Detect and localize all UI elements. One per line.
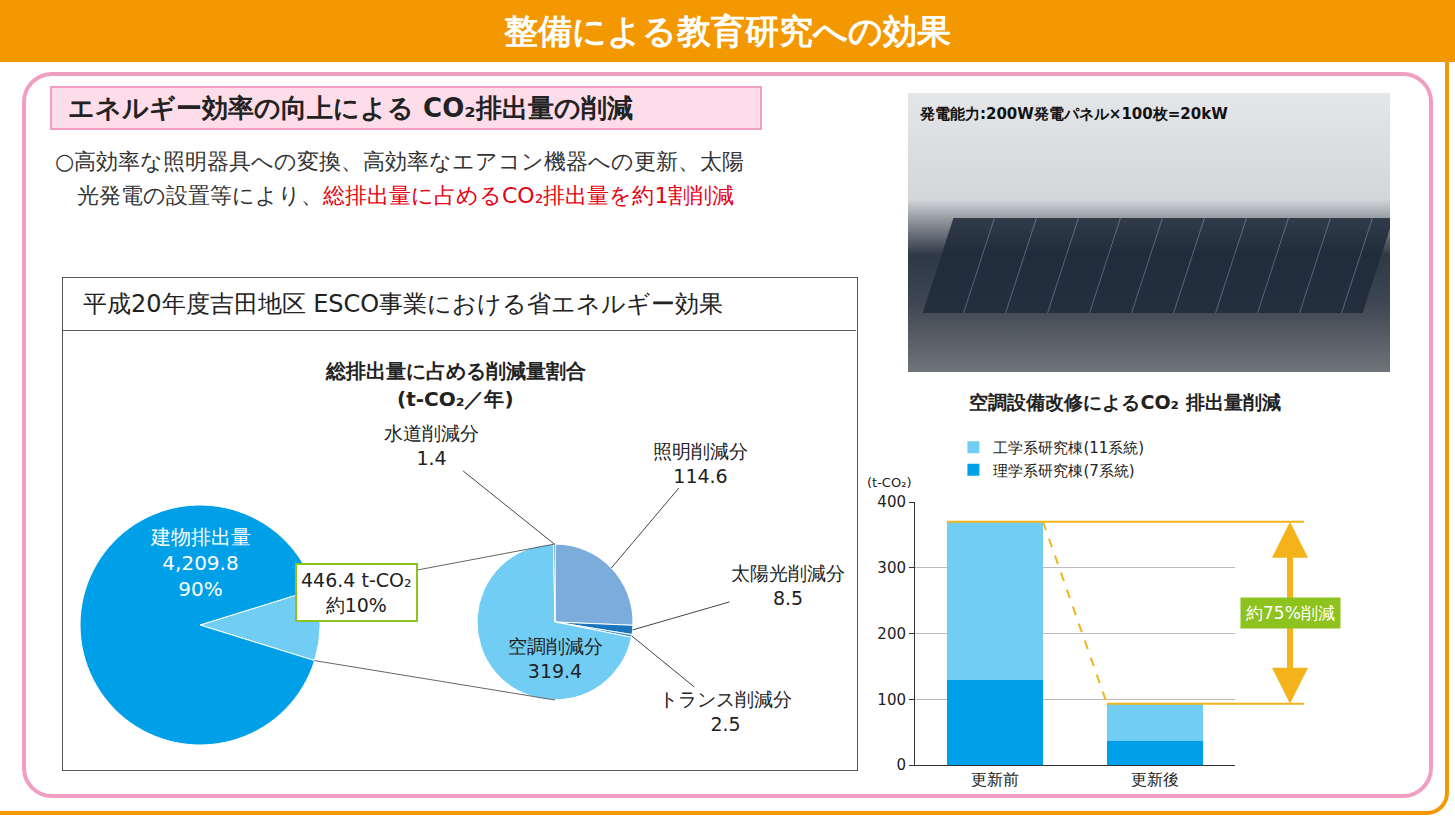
svg-text:太陽光削減分8.5: 太陽光削減分8.5 bbox=[731, 562, 845, 609]
svg-text:理学系研究棟(7系統): 理学系研究棟(7系統) bbox=[993, 462, 1134, 480]
svg-text:工学系研究棟(11系統): 工学系研究棟(11系統) bbox=[993, 439, 1144, 457]
svg-text:総排出量に占める削減量割合: 総排出量に占める削減量割合 bbox=[325, 359, 586, 383]
svg-text:更新後: 更新後 bbox=[1131, 770, 1179, 789]
svg-text:(t-CO₂): (t-CO₂) bbox=[867, 475, 911, 490]
svg-text:トランス削減分2.5: トランス削減分2.5 bbox=[659, 688, 792, 735]
html-text:平成20年度吉田地区 ESCO事業における省エネルギー効果: 平成20年度吉田地区 ESCO事業における省エネルギー効果 bbox=[83, 290, 724, 318]
svg-text:200: 200 bbox=[877, 625, 906, 643]
svg-text:約75%削減: 約75%削減 bbox=[1246, 603, 1335, 623]
html-text:発電能力:200W発電パネル×100枚=20kW: 発電能力:200W発電パネル×100枚=20kW bbox=[920, 105, 1228, 123]
svg-text:更新前: 更新前 bbox=[971, 770, 1019, 789]
svg-text:0: 0 bbox=[896, 756, 906, 774]
svg-text:空調設備改修によるCO₂ 排出量削減: 空調設備改修によるCO₂ 排出量削減 bbox=[969, 391, 1280, 413]
html-text:エネルギー効率の向上による CO₂排出量の削減: エネルギー効率の向上による CO₂排出量の削減 bbox=[68, 93, 633, 123]
html-text:整備による教育研究への効果: 整備による教育研究への効果 bbox=[504, 11, 951, 51]
svg-text:空調削減分319.4: 空調削減分319.4 bbox=[508, 635, 603, 682]
svg-text:(t-CO₂／年): (t-CO₂／年) bbox=[397, 387, 514, 411]
svg-text:水道削減分1.4: 水道削減分1.4 bbox=[384, 422, 479, 469]
svg-text:100: 100 bbox=[877, 691, 906, 709]
svg-text:400: 400 bbox=[877, 493, 906, 511]
svg-text:建物排出量4,209.890%: 建物排出量4,209.890% bbox=[150, 525, 251, 601]
html-text:○高効率な照明器具への変換、高効率なエアコン機器への更新、太: ○高効率な照明器具への変換、高効率なエアコン機器への更新、太陽光発電の設置等によ… bbox=[55, 149, 745, 208]
svg-text:300: 300 bbox=[877, 559, 906, 577]
svg-text:446.4 t-CO₂約10%: 446.4 t-CO₂約10% bbox=[301, 569, 412, 616]
svg-text:照明削減分114.6: 照明削減分114.6 bbox=[653, 440, 748, 487]
